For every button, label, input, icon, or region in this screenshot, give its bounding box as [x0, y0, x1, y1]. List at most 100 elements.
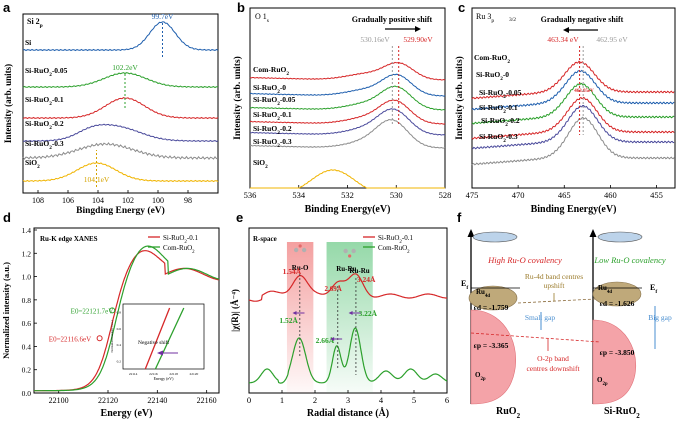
peak-label: 102.2eV: [112, 63, 138, 72]
atom-icon: [351, 248, 356, 254]
x-axis-title: Radial distance (Å): [307, 407, 389, 419]
series-line-Si-RuO2-0.1: [248, 273, 447, 302]
peak-label: 2.66Å: [316, 336, 335, 345]
legend-label: SiO2: [253, 158, 268, 170]
series-line-Si-RuO2-0.05: [22, 72, 218, 89]
atom-icon: [343, 248, 348, 254]
shift-note: Ru-4d band centres: [525, 272, 583, 281]
x-tick-label: 532: [341, 190, 354, 200]
series-line-Si-RuO2-0: [471, 69, 675, 111]
legend-label: Si-RuO2-0: [476, 70, 509, 82]
series-line-Si-RuO2-0.2: [22, 123, 219, 143]
legend-label: Com-RuO2: [378, 244, 410, 255]
ru4d-band: [468, 285, 518, 311]
series-line-Com-RuO2: [34, 245, 220, 392]
arrow-head: [292, 311, 297, 315]
inset-tick-label: 22116: [149, 372, 158, 376]
legend-label: Si-RuO2-0.05: [25, 66, 68, 78]
inset-tick-label: 22114: [129, 372, 138, 376]
panel-letter: b: [237, 0, 245, 15]
x-tick-label: 104: [92, 196, 104, 205]
atom-icon: [348, 254, 352, 258]
plot-frame: [33, 227, 220, 394]
x-axis-title: Energy (eV): [101, 408, 153, 419]
shift-note: centres downshift: [526, 364, 580, 373]
y-tick-label: 1.2: [22, 249, 32, 258]
x-tick-label: 22100: [49, 396, 69, 405]
x-tick-label: 22120: [98, 396, 118, 405]
peak-label: 1.54Å: [283, 267, 302, 276]
fermi-label: Ef: [461, 279, 468, 291]
x-tick-label: 475: [466, 190, 479, 200]
x-axis-title: Bingding Energy (eV): [76, 205, 165, 216]
x-tick-label: 4: [379, 395, 384, 405]
o2p-centre-link: [470, 332, 601, 343]
bond-label: Ru-Ru: [349, 267, 369, 275]
legend-label: Si-RuO2-0.1: [253, 110, 292, 122]
x-tick-label: 528: [439, 190, 452, 200]
legend-label: Si-RuO2-0.1: [479, 103, 518, 115]
y-tick-label: 0.0: [22, 389, 32, 398]
legend-label: Si-RuO2-0.05: [479, 88, 522, 100]
atom-icon: [293, 247, 299, 253]
inset-axis-title: Energy (eV): [154, 376, 174, 381]
band-ellipse: [597, 231, 643, 243]
series-line-Com-RuO2: [471, 60, 675, 100]
x-axis-title: Binding Energy(eV): [531, 204, 617, 215]
peak-label: 463.34 eV: [547, 35, 579, 44]
series-line-Si-RuO2-0: [249, 73, 446, 97]
label: O 1s: [255, 12, 269, 24]
y-tick-label: 1.4: [22, 226, 32, 235]
series-line-Si-RuO2-0.05: [249, 85, 446, 111]
label: Si 2p: [27, 17, 43, 29]
bond-label: Ru-O: [292, 264, 309, 272]
x-tick-label: 98: [184, 196, 192, 205]
ru4d-centre-link: [517, 298, 596, 304]
shift-label: Gradually positive shift: [352, 15, 433, 24]
panel-letter: f: [457, 210, 462, 225]
x-tick-label: 22140: [147, 396, 167, 405]
legend-label: SiO2: [25, 158, 40, 170]
legend-label: Com-RuO2: [474, 53, 510, 65]
x-tick-label: 1: [280, 395, 284, 405]
arrow-head: [467, 229, 475, 237]
plot-frame: [22, 13, 219, 194]
x-tick-label: 0: [247, 395, 251, 405]
legend-label: Si-RuO2-0.1: [378, 234, 413, 245]
y-axis-title: Intensity (arb. units): [454, 56, 465, 140]
atom-icon: [298, 244, 302, 248]
panel-letter: a: [3, 0, 11, 15]
band-label: O2p: [597, 376, 608, 387]
peak-label: 1.52Å: [279, 316, 298, 325]
y-tick-label: 0.2: [22, 366, 32, 375]
x-tick-label: 530: [390, 190, 403, 200]
series-line-Si-RuO2-0.3: [22, 142, 219, 161]
legend-label: Si-RuO2-0.05: [253, 95, 296, 107]
inset-tick-label: 22120: [190, 372, 199, 376]
series-line-Si-RuO2-0.1: [471, 96, 675, 140]
series-line-SiO2: [250, 169, 445, 189]
legend-label: Si-RuO2-0.2: [25, 119, 64, 131]
legend-label: Si-RuO2-0.1: [163, 234, 198, 245]
ru-ru-band: [326, 242, 373, 393]
x-axis-title: Binding Energy(eV): [305, 204, 391, 215]
material-label: RuO2: [496, 406, 521, 420]
arrow-head: [563, 27, 569, 33]
edge-label: E0=22116.6eV: [49, 335, 91, 343]
panel-title: R-space: [253, 235, 277, 243]
fermi-label: Ef: [650, 283, 657, 295]
series-line-Si-RuO2-0.1: [22, 97, 219, 120]
series-line-Com-RuO2: [249, 61, 446, 81]
band-label: Ru4d: [476, 288, 490, 299]
band-centre-value: εd = -1.626: [600, 299, 635, 308]
peak-label: 462.95 eV: [596, 35, 628, 44]
bond-label: Ru-Ru: [336, 265, 356, 273]
legend-label: Si-RuO2-0.1: [25, 95, 64, 107]
series-line-Si-RuO2-0.1: [249, 99, 446, 125]
peak-label: 530.16eV: [360, 35, 390, 44]
arrow-head: [589, 229, 597, 237]
x-tick-label: 108: [32, 196, 44, 205]
peak-label: 463.05eV: [574, 89, 594, 94]
inset-line: [144, 307, 171, 370]
panel-letter: c: [458, 0, 465, 15]
